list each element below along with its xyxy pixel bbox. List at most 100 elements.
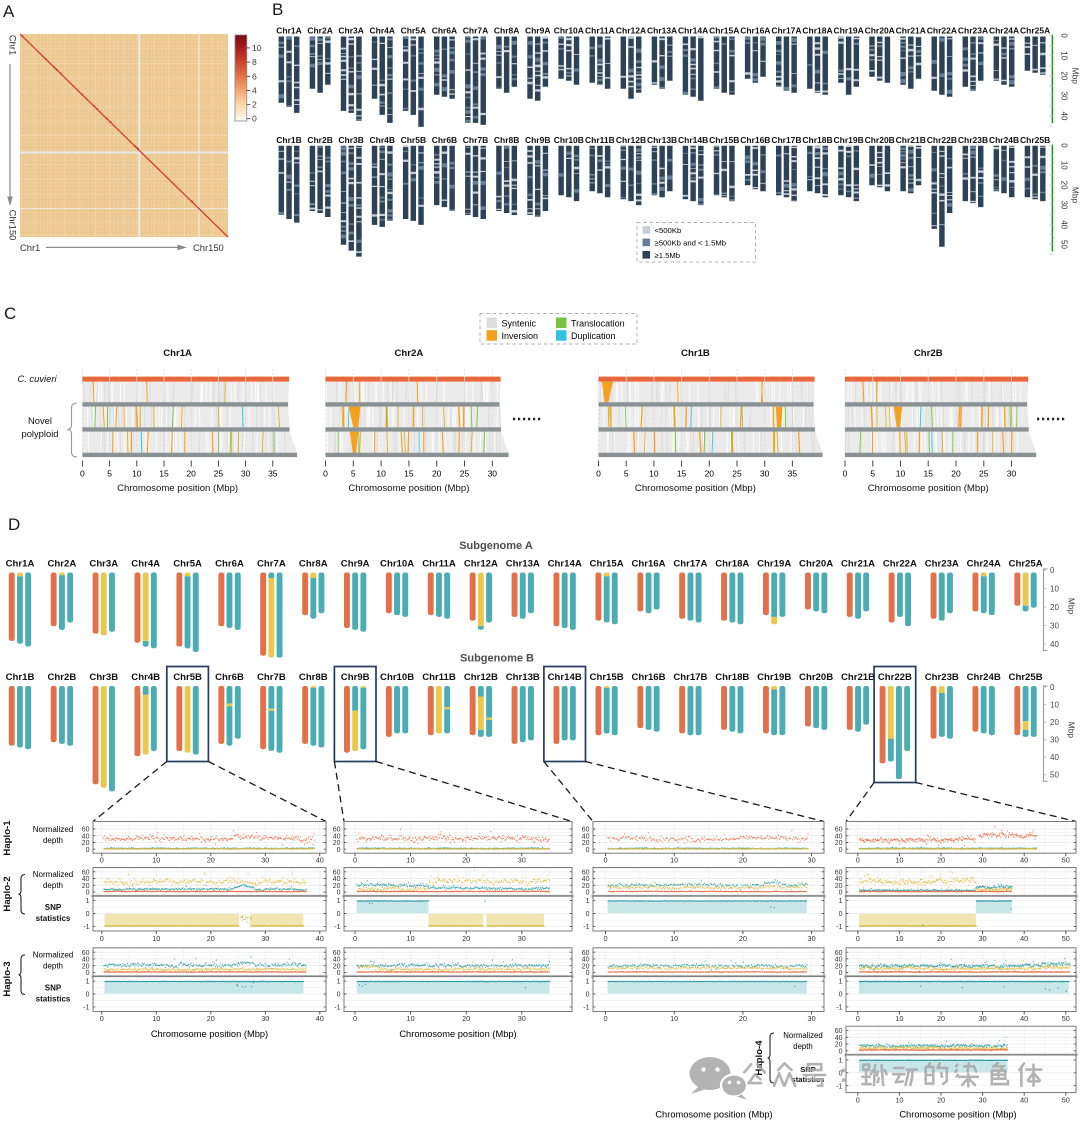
svg-text:40: 40 (1020, 856, 1028, 865)
svg-text:60: 60 (82, 950, 90, 957)
svg-text:Chr13A: Chr13A (506, 559, 540, 570)
svg-text:Chr15B: Chr15B (709, 135, 739, 145)
svg-text:40: 40 (333, 833, 341, 840)
svg-text:5: 5 (351, 469, 356, 479)
svg-text:20: 20 (739, 934, 747, 943)
svg-text:10: 10 (152, 934, 160, 943)
svg-text:≥1.5Mb: ≥1.5Mb (655, 251, 681, 260)
svg-text:Novel: Novel (28, 415, 52, 426)
svg-text:40: 40 (1059, 220, 1068, 229)
svg-text:Chr150: Chr150 (193, 242, 224, 253)
svg-text:0: 0 (86, 911, 90, 918)
svg-text:Chr1: Chr1 (20, 242, 40, 253)
svg-text:20: 20 (739, 856, 747, 865)
svg-text:20: 20 (207, 934, 215, 943)
svg-text:Chr20B: Chr20B (799, 672, 833, 683)
svg-text:Chr4A: Chr4A (370, 26, 396, 36)
svg-text:40: 40 (82, 957, 90, 964)
svg-text:50: 50 (1062, 934, 1070, 943)
svg-text:20: 20 (835, 883, 843, 890)
svg-text:Duplication: Duplication (571, 331, 616, 341)
svg-text:Chr8B: Chr8B (299, 672, 328, 683)
svg-text:30: 30 (979, 934, 987, 943)
svg-text:Chr14A: Chr14A (548, 559, 582, 570)
svg-text:Chr18B: Chr18B (802, 135, 832, 145)
svg-text:Chr2A: Chr2A (48, 559, 77, 570)
svg-text:Chr15B: Chr15B (590, 672, 624, 683)
svg-text:Chr6A: Chr6A (432, 26, 458, 36)
svg-text:30: 30 (241, 469, 251, 479)
svg-text:10: 10 (1059, 161, 1068, 170)
svg-text:35: 35 (268, 469, 278, 479)
svg-text:20: 20 (1050, 603, 1059, 612)
svg-text:Chr11B: Chr11B (422, 672, 456, 683)
svg-text:Chr6B: Chr6B (215, 672, 244, 683)
svg-text:40: 40 (1059, 112, 1068, 121)
svg-text:B: B (272, 0, 283, 19)
svg-text:Chr1A: Chr1A (276, 26, 302, 36)
svg-text:Chr5B: Chr5B (401, 135, 427, 145)
svg-text:C: C (4, 304, 16, 323)
svg-text:20: 20 (937, 856, 945, 865)
svg-text:0: 0 (86, 890, 90, 897)
svg-text:Chr21B: Chr21B (896, 135, 926, 145)
svg-text:Chr7B: Chr7B (463, 135, 489, 145)
svg-text:0: 0 (603, 856, 607, 865)
svg-text:Chr3A: Chr3A (338, 26, 364, 36)
svg-text:Chr22A: Chr22A (883, 559, 917, 570)
svg-text:Chr6A: Chr6A (215, 559, 244, 570)
svg-text:10: 10 (1050, 584, 1059, 593)
svg-text:Chr10A: Chr10A (554, 26, 584, 36)
svg-text:Chr2A: Chr2A (395, 348, 424, 359)
svg-text:20: 20 (1059, 181, 1068, 190)
svg-text:Chr15A: Chr15A (590, 559, 624, 570)
svg-text:Chr15A: Chr15A (709, 26, 739, 36)
svg-text:Chr20A: Chr20A (799, 559, 833, 570)
svg-text:Chr24B: Chr24B (989, 135, 1019, 145)
svg-text:40: 40 (82, 833, 90, 840)
svg-text:0: 0 (839, 1048, 843, 1055)
svg-text:0: 0 (586, 970, 590, 977)
svg-text:0: 0 (1050, 566, 1055, 575)
svg-text:0: 0 (839, 992, 843, 999)
svg-text:40: 40 (333, 957, 341, 964)
svg-text:Chr19A: Chr19A (834, 26, 864, 36)
svg-text:Chr25B: Chr25B (1020, 135, 1050, 145)
svg-text:5: 5 (870, 469, 875, 479)
svg-text:Chr23B: Chr23B (925, 672, 959, 683)
svg-text:0: 0 (586, 992, 590, 999)
svg-text:Chr1B: Chr1B (6, 672, 35, 683)
svg-text:35: 35 (788, 469, 798, 479)
svg-text:5: 5 (624, 469, 629, 479)
svg-text:1: 1 (337, 898, 341, 905)
svg-text:10: 10 (407, 856, 415, 865)
svg-text:Chr2A: Chr2A (307, 26, 333, 36)
svg-text:60: 60 (835, 950, 843, 957)
svg-text:Subgenome A: Subgenome A (459, 540, 533, 552)
svg-text:Normalized: Normalized (33, 825, 73, 834)
svg-text:Chr24B: Chr24B (967, 672, 1001, 683)
svg-text:Chr16B: Chr16B (740, 135, 770, 145)
svg-text:Chr4B: Chr4B (370, 135, 396, 145)
svg-text:0: 0 (252, 114, 257, 124)
svg-text:30: 30 (808, 856, 816, 865)
svg-text:30: 30 (808, 934, 816, 943)
svg-text:Chromosome position (Mbp): Chromosome position (Mbp) (635, 483, 756, 494)
svg-text:4: 4 (252, 86, 257, 96)
svg-text:60: 60 (333, 950, 341, 957)
svg-text:30: 30 (1050, 621, 1059, 630)
svg-text:30: 30 (261, 934, 269, 943)
svg-text:15: 15 (924, 469, 934, 479)
svg-text:20: 20 (937, 934, 945, 943)
svg-text:0: 0 (353, 934, 357, 943)
svg-text:60: 60 (582, 950, 590, 957)
svg-text:40: 40 (582, 876, 590, 883)
svg-text:60: 60 (835, 1028, 843, 1035)
svg-text:60: 60 (835, 869, 843, 876)
svg-text:Chr18A: Chr18A (715, 559, 749, 570)
svg-text:60: 60 (835, 827, 843, 834)
svg-text:60: 60 (333, 869, 341, 876)
svg-text:10: 10 (1050, 700, 1059, 709)
svg-text:20: 20 (937, 1014, 945, 1023)
svg-text:C. cuvieri: C. cuvieri (17, 373, 57, 384)
